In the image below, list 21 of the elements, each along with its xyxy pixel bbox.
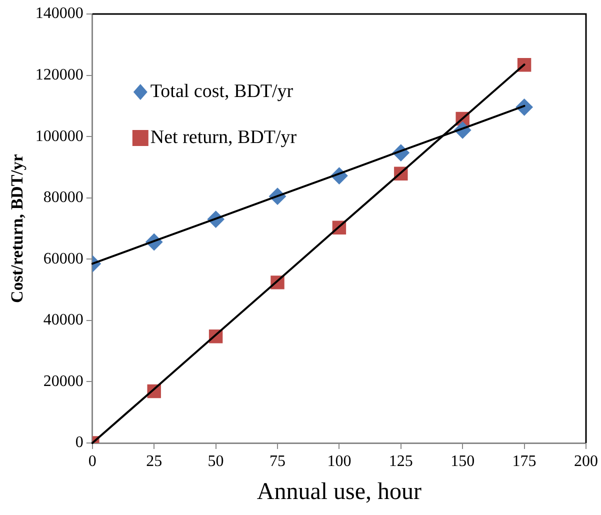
x-tick-label: 150 [450,452,475,470]
x-tick-label: 25 [146,452,162,470]
legend-label: Total cost, BDT/yr [150,80,294,102]
x-tick-label: 125 [388,452,413,470]
x-tick-label: 175 [512,452,536,470]
x-tick-label: 50 [208,452,224,470]
y-tick-label: 100000 [35,128,84,145]
y-axis-title: Cost/return, BDT/yr [8,154,27,303]
y-tick-label: 60000 [43,250,84,268]
x-axis-title: Annual use, hour [256,478,422,505]
x-tick-label: 75 [270,452,286,470]
x-tick-label: 0 [88,452,96,470]
y-tick-label: 80000 [43,189,84,206]
x-tick-label: 200 [574,452,598,470]
y-tick-label: 40000 [43,312,84,329]
y-tick-label: 20000 [43,372,84,390]
y-tick-label: 0 [75,434,84,452]
x-tick-label: 100 [327,452,352,470]
legend-label: Net return, BDT/yr [150,126,298,148]
y-tick-label: 120000 [35,66,84,84]
y-tick-label: 140000 [35,5,84,22]
